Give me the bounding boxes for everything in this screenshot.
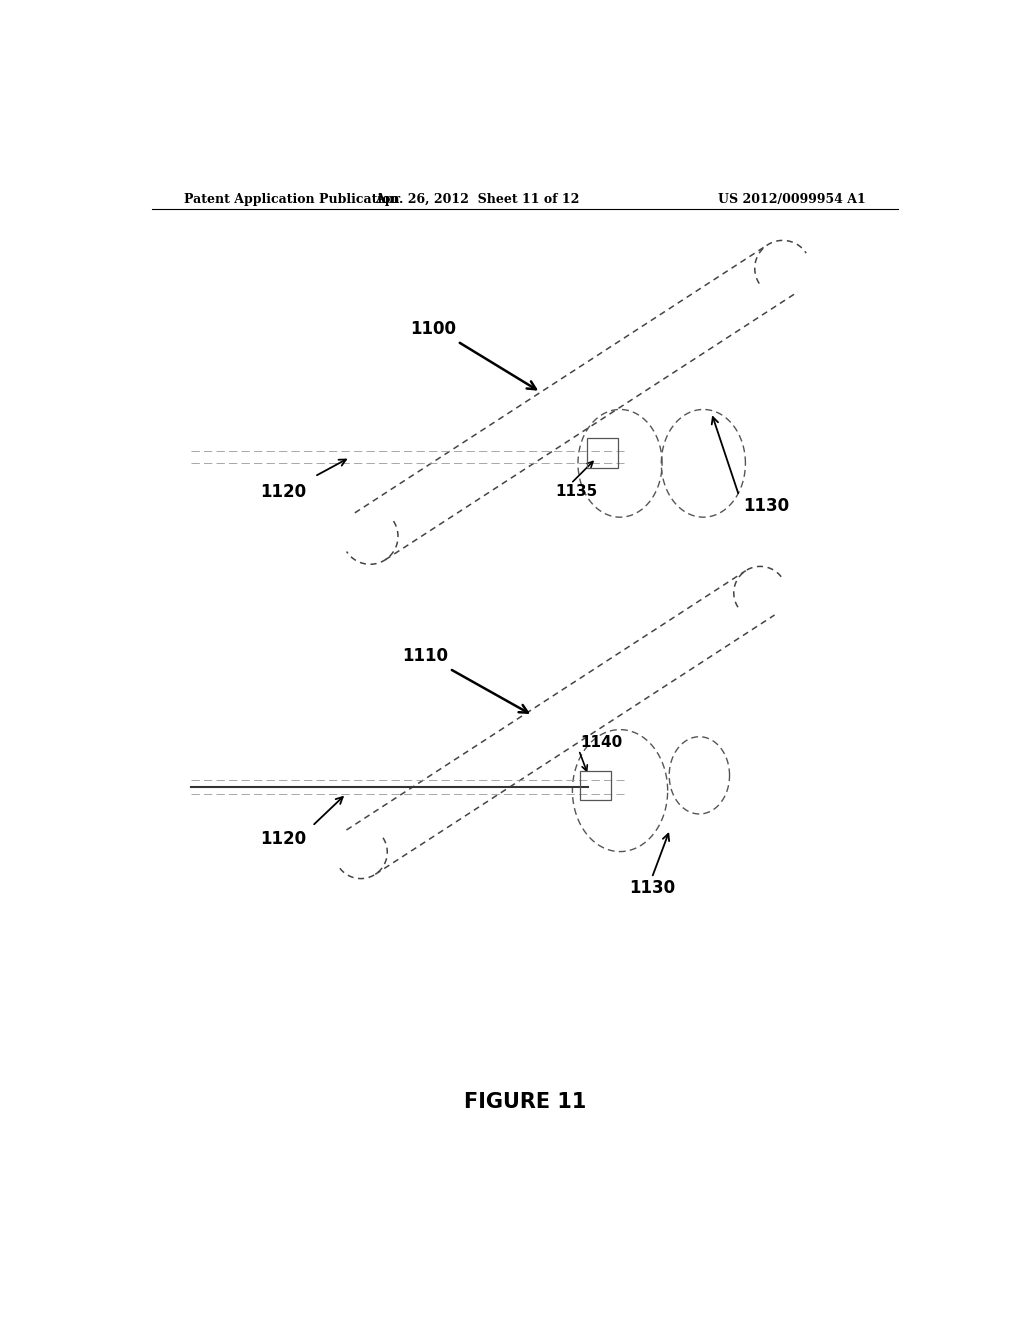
Text: US 2012/0099954 A1: US 2012/0099954 A1	[718, 193, 866, 206]
Text: 1120: 1120	[260, 830, 306, 849]
Text: Patent Application Publication: Patent Application Publication	[183, 193, 399, 206]
Text: Apr. 26, 2012  Sheet 11 of 12: Apr. 26, 2012 Sheet 11 of 12	[375, 193, 580, 206]
Bar	[581, 771, 610, 800]
Bar	[587, 438, 618, 469]
Text: 1120: 1120	[260, 483, 306, 500]
Text: FIGURE 11: FIGURE 11	[464, 1092, 586, 1111]
Text: 1135: 1135	[555, 484, 597, 499]
Text: 1130: 1130	[629, 879, 675, 898]
Text: 1110: 1110	[402, 647, 449, 665]
Text: 1100: 1100	[411, 321, 457, 338]
Text: 1140: 1140	[581, 735, 623, 750]
Text: 1130: 1130	[743, 498, 790, 515]
